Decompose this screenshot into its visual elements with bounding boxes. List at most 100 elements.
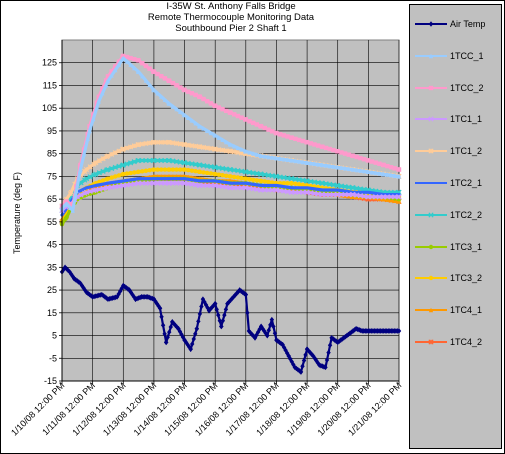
y-tick-label: 35 xyxy=(47,262,57,272)
series-marker xyxy=(109,151,115,157)
series-marker xyxy=(342,166,348,171)
series-marker xyxy=(395,194,402,200)
series-marker xyxy=(162,97,168,103)
series-marker xyxy=(385,172,390,177)
series-marker xyxy=(159,73,164,79)
series-line xyxy=(60,177,401,217)
series-marker xyxy=(162,167,168,172)
series-marker xyxy=(315,143,321,148)
x-tick-label: 1/20/08 12:00 PM xyxy=(315,380,372,437)
x-tick-label: 1/14/08 12:00 PM xyxy=(132,380,189,437)
series-marker xyxy=(220,173,225,178)
series-marker xyxy=(182,337,187,343)
series-marker xyxy=(174,106,179,112)
series-marker xyxy=(73,277,78,283)
series-marker xyxy=(327,146,332,152)
series-marker xyxy=(197,311,203,317)
y-tick-label: 85 xyxy=(47,149,57,159)
series-marker xyxy=(181,180,187,186)
series-marker xyxy=(395,328,400,334)
legend-label: 1TCC_1 xyxy=(450,50,484,61)
series-marker xyxy=(178,85,183,90)
series-marker xyxy=(354,167,359,173)
series-marker xyxy=(124,171,130,176)
series-marker xyxy=(186,344,192,350)
data-point xyxy=(67,269,72,275)
series-marker xyxy=(365,169,370,174)
legend-marker xyxy=(428,148,434,154)
series-marker xyxy=(323,163,329,168)
legend-marker xyxy=(428,21,434,27)
series-marker xyxy=(201,96,206,102)
series-marker xyxy=(361,169,367,174)
series-marker xyxy=(94,105,100,110)
legend-marker xyxy=(428,85,434,90)
series-marker xyxy=(389,328,394,334)
y-tick-label: 95 xyxy=(47,126,57,136)
series-marker xyxy=(68,271,74,277)
series-marker xyxy=(273,173,279,179)
series-marker xyxy=(364,328,370,334)
series-marker xyxy=(377,171,382,176)
series-marker xyxy=(258,123,263,129)
legend-swatch xyxy=(415,182,447,184)
series-marker xyxy=(220,317,226,324)
series-marker xyxy=(272,330,278,337)
series-marker xyxy=(239,115,244,120)
series-marker xyxy=(131,143,137,149)
series-marker xyxy=(193,121,198,126)
series-marker xyxy=(216,105,222,110)
series-marker xyxy=(63,202,68,207)
series-marker xyxy=(216,172,222,177)
series-marker xyxy=(254,178,260,183)
series-marker xyxy=(150,157,156,164)
series-marker xyxy=(235,288,241,295)
series-marker xyxy=(165,334,170,341)
series-marker xyxy=(147,66,152,71)
series-marker xyxy=(156,303,161,309)
series-marker xyxy=(361,157,367,162)
series-marker xyxy=(216,312,221,318)
series-marker xyxy=(131,294,137,300)
series-marker xyxy=(91,116,96,122)
series-marker xyxy=(227,185,233,191)
series-marker xyxy=(224,173,229,178)
series-marker xyxy=(151,87,156,92)
series-marker xyxy=(165,157,172,164)
series-marker xyxy=(212,103,217,108)
y-tick-label: 115 xyxy=(43,80,57,90)
series-marker xyxy=(104,176,109,182)
legend-swatch xyxy=(415,21,447,27)
series-marker xyxy=(91,172,97,178)
series-marker xyxy=(308,161,313,166)
series-marker xyxy=(196,162,202,168)
series-marker xyxy=(300,138,306,144)
series-marker xyxy=(388,165,394,170)
series-marker xyxy=(212,300,218,307)
series-marker xyxy=(143,63,149,69)
series-marker xyxy=(151,167,156,172)
series-marker xyxy=(346,166,351,172)
series-marker xyxy=(112,150,118,156)
data-point xyxy=(105,78,111,84)
series-marker xyxy=(190,341,195,347)
series-marker xyxy=(281,157,287,162)
series-marker xyxy=(271,323,276,330)
y-tick-label: 65 xyxy=(47,194,57,204)
series-marker xyxy=(346,194,351,199)
series-marker xyxy=(243,148,248,154)
series-marker xyxy=(96,170,103,176)
data-point xyxy=(105,74,111,79)
series-marker xyxy=(211,182,218,189)
series-marker xyxy=(392,173,397,178)
y-tick-label: 125 xyxy=(42,58,57,68)
series-marker xyxy=(162,331,167,337)
series-marker xyxy=(227,174,233,179)
series-marker xyxy=(312,161,317,167)
series-marker xyxy=(183,339,189,346)
series-marker xyxy=(120,172,125,177)
series-marker xyxy=(385,163,390,169)
series-marker xyxy=(291,361,296,368)
series-marker xyxy=(309,351,314,358)
